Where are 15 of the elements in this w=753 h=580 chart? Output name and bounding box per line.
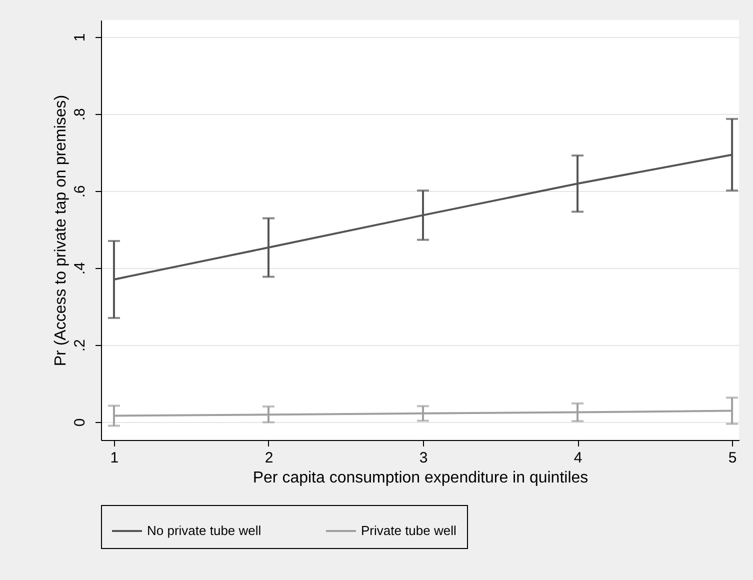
x-tick-label: 3 — [419, 450, 428, 466]
y-tick-label: 0 — [72, 418, 88, 427]
y-tick-label: .6 — [72, 185, 88, 198]
x-tick-label: 1 — [110, 450, 119, 466]
legend-label: Private tube well — [361, 523, 456, 538]
x-tick-label: 5 — [728, 450, 737, 466]
y-tick-label: .8 — [72, 108, 88, 121]
x-tick-label: 2 — [264, 450, 274, 466]
y-tick-label: 1 — [72, 33, 88, 42]
y-tick-label: .2 — [72, 339, 88, 352]
y-tick-label: .4 — [72, 262, 88, 275]
x-tick-label: 4 — [574, 450, 582, 466]
x-axis-title: Per capita consumption expenditure in quintiles — [252, 470, 588, 486]
y-axis-title: Pr (Access to private tap on premises) — [52, 94, 70, 366]
legend-label: No private tube well — [147, 523, 262, 538]
